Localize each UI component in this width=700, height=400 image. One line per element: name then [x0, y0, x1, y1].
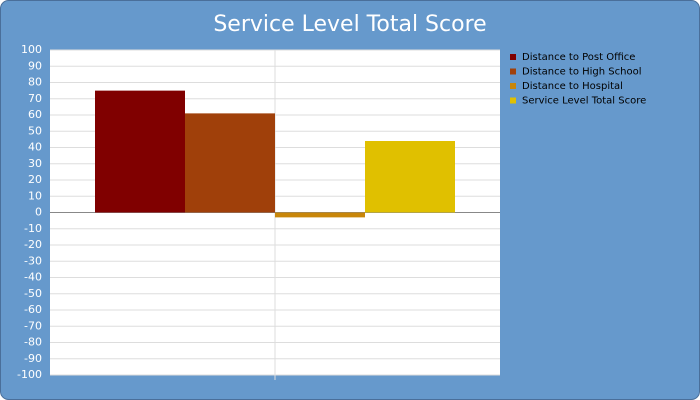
- y-tick-label: -100: [17, 368, 42, 381]
- y-tick-label: -70: [24, 319, 42, 332]
- legend-swatch: [510, 97, 516, 104]
- legend-label: Distance to Hospital: [522, 81, 623, 92]
- y-tick-label: 80: [28, 76, 42, 89]
- y-tick-label: -80: [24, 336, 42, 349]
- y-tick-label: 70: [28, 92, 42, 105]
- y-tick-label: -40: [24, 271, 42, 284]
- y-tick-label: -60: [24, 303, 42, 316]
- y-tick-label: 10: [28, 189, 42, 202]
- y-tick-label: 90: [28, 59, 42, 72]
- legend-label: Distance to High School: [522, 67, 641, 78]
- legend-swatch: [510, 83, 516, 89]
- y-tick-label: 60: [28, 108, 42, 121]
- bar: [95, 90, 185, 213]
- y-tick-label: 20: [28, 173, 42, 186]
- y-tick-label: 100: [21, 43, 42, 56]
- y-tick-label: -30: [24, 254, 42, 267]
- y-tick-label: -90: [24, 352, 42, 365]
- y-tick-label: 0: [35, 206, 42, 219]
- bar: [185, 113, 275, 213]
- y-tick-label: 40: [28, 141, 42, 154]
- legend-label: Service Level Total Score: [522, 96, 646, 107]
- y-tick-label: -20: [24, 238, 42, 251]
- y-tick-label: -10: [24, 222, 42, 235]
- legend-swatch: [510, 54, 516, 60]
- chart-title: Service Level Total Score: [213, 12, 486, 37]
- bar: [275, 212, 365, 218]
- y-tick-label: 50: [28, 124, 42, 137]
- bar: [365, 141, 455, 213]
- legend-label: Distance to Post Office: [522, 52, 635, 63]
- y-tick-label: 30: [28, 157, 42, 170]
- y-tick-label: -50: [24, 287, 42, 300]
- legend-swatch: [510, 68, 516, 75]
